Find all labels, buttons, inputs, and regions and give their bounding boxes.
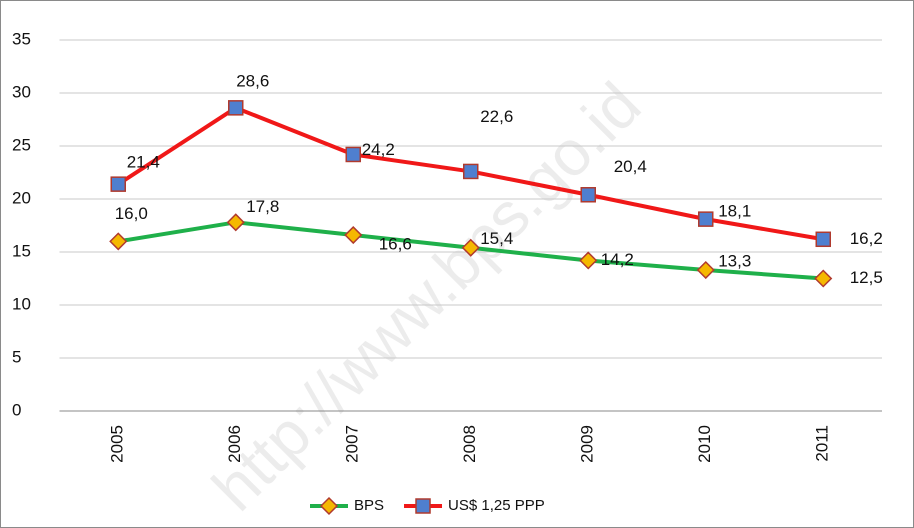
point-marker <box>109 232 128 251</box>
legend-marker <box>415 498 431 514</box>
x-tick-label: 2009 <box>578 425 597 463</box>
value-label: 21,4 <box>127 153 160 172</box>
point-marker <box>579 251 598 270</box>
value-label: 17,8 <box>246 197 279 216</box>
y-tick-label: 0 <box>12 400 21 419</box>
value-label: 15,4 <box>480 229 513 248</box>
y-tick-label: 5 <box>12 347 21 366</box>
point-marker <box>344 225 363 245</box>
point-marker <box>815 231 831 248</box>
value-label: 28,6 <box>236 71 269 90</box>
x-tick-label: 2011 <box>813 425 832 462</box>
point-marker <box>461 238 480 257</box>
value-label: 16,2 <box>850 229 883 248</box>
y-tick-label: 30 <box>12 82 31 101</box>
value-label: 16,6 <box>379 235 412 254</box>
point-marker <box>345 146 361 163</box>
point-marker <box>696 260 715 280</box>
point-marker <box>698 211 714 227</box>
x-tick-label: 2006 <box>225 425 244 463</box>
legend-item: BPS <box>310 496 384 516</box>
point-marker <box>463 163 479 180</box>
value-label: 20,4 <box>614 157 647 176</box>
x-tick-label: 2010 <box>695 425 714 463</box>
point-marker <box>110 176 126 192</box>
point-marker <box>814 269 833 288</box>
x-tick-label: 2008 <box>460 425 479 463</box>
legend-item: US$ 1,25 PPP <box>404 497 545 514</box>
legend-label: US$ 1,25 PPP <box>448 497 545 514</box>
point-marker <box>580 187 596 203</box>
y-tick-label: 20 <box>12 188 31 207</box>
value-label: 14,2 <box>601 250 634 269</box>
value-label: 24,2 <box>362 140 395 159</box>
point-marker <box>228 100 244 116</box>
y-tick-label: 35 <box>12 29 31 48</box>
value-label: 18,1 <box>718 202 751 221</box>
legend-marker <box>319 496 339 516</box>
y-tick-label: 25 <box>12 135 31 154</box>
x-tick-label: 2007 <box>343 425 362 463</box>
point-marker <box>226 213 245 232</box>
value-label: 13,3 <box>718 252 751 271</box>
value-label: 16,0 <box>115 204 148 223</box>
y-tick-label: 15 <box>12 241 31 260</box>
legend-label: BPS <box>354 497 384 514</box>
y-tick-label: 10 <box>12 294 31 313</box>
value-label: 22,6 <box>480 107 513 126</box>
x-tick-label: 2005 <box>108 425 127 463</box>
value-label: 12,5 <box>850 268 883 287</box>
